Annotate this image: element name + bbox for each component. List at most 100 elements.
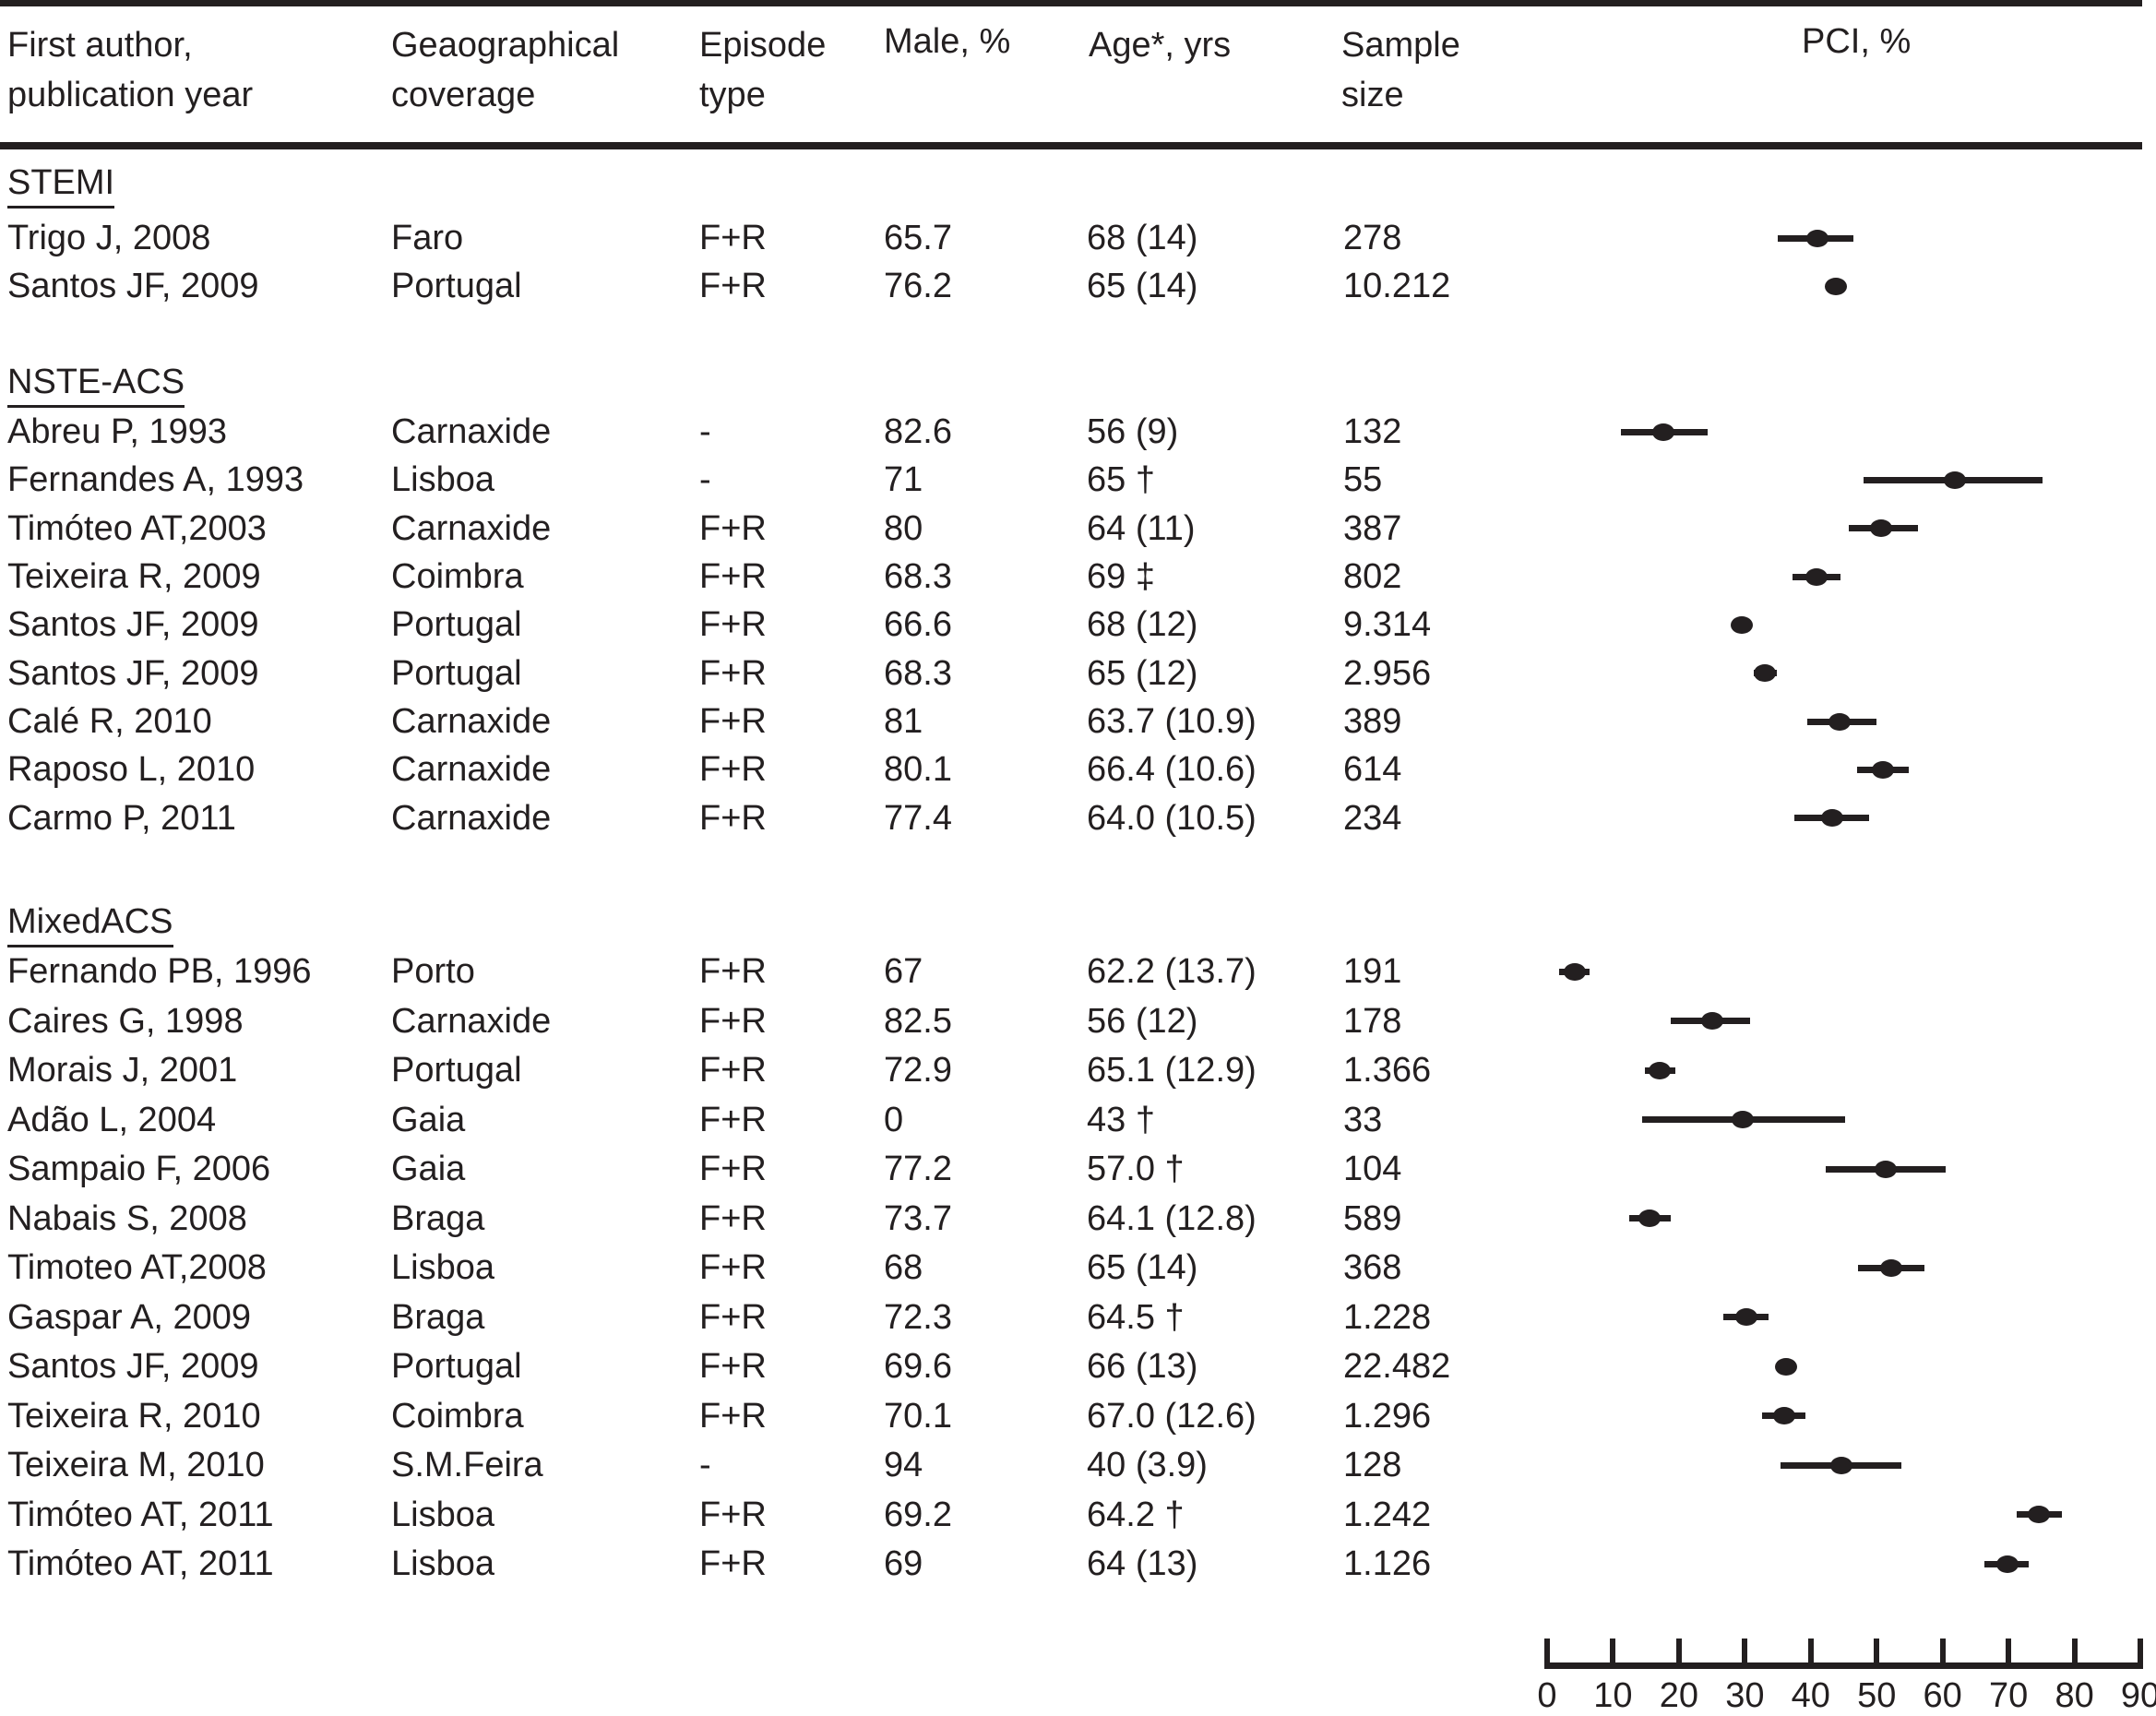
- axis-tick-label: 50: [1857, 1676, 1897, 1715]
- male-cell: 94: [884, 1446, 923, 1484]
- point-marker: [2028, 1506, 2051, 1523]
- author-cell: Fernando PB, 1996: [7, 952, 312, 991]
- coverage-cell: Lisboa: [391, 1544, 494, 1583]
- point-marker: [1821, 809, 1844, 828]
- axis-tick: [1610, 1639, 1616, 1662]
- point-marker: [1732, 1111, 1755, 1128]
- male-cell: 82.5: [884, 1001, 952, 1041]
- coverage-cell: Lisboa: [391, 1495, 494, 1534]
- column-header-author: First author, publication year: [7, 20, 253, 120]
- age-cell: 64.0 (10.5): [1087, 798, 1257, 838]
- point-marker: [1735, 1308, 1758, 1326]
- coverage-cell: Lisboa: [391, 1248, 494, 1287]
- episode-cell: F+R: [699, 508, 767, 548]
- sample-cell: 9.314: [1343, 605, 1432, 645]
- author-cell: Fernandes A, 1993: [7, 460, 304, 500]
- coverage-cell: Coimbra: [391, 557, 524, 596]
- author-cell: Santos JF, 2009: [7, 605, 259, 645]
- author-cell: Santos JF, 2009: [7, 653, 259, 693]
- episode-cell: F+R: [699, 798, 767, 838]
- episode-cell: F+R: [699, 605, 767, 645]
- episode-cell: F+R: [699, 1495, 767, 1534]
- axis-line: [1544, 1662, 2144, 1669]
- male-cell: 69.2: [884, 1495, 952, 1534]
- male-cell: 72.3: [884, 1297, 952, 1337]
- age-cell: 65 (14): [1087, 267, 1198, 305]
- sample-cell: 1.228: [1343, 1297, 1432, 1337]
- age-cell: 65 (14): [1087, 1248, 1198, 1287]
- author-cell: Sampaio F, 2006: [7, 1150, 271, 1188]
- author-cell: Trigo J, 2008: [7, 219, 211, 257]
- age-cell: 67.0 (12.6): [1087, 1396, 1257, 1436]
- episode-cell: -: [699, 460, 711, 500]
- age-cell: 63.7 (10.9): [1087, 702, 1257, 741]
- axis-tick-label: 80: [2055, 1676, 2094, 1715]
- episode-cell: F+R: [699, 702, 767, 741]
- author-cell: Morais J, 2001: [7, 1051, 238, 1090]
- coverage-cell: Lisboa: [391, 460, 494, 500]
- male-cell: 80.1: [884, 750, 952, 790]
- point-marker: [1871, 760, 1894, 779]
- sample-cell: 10.212: [1343, 267, 1451, 305]
- sample-cell: 191: [1343, 952, 1402, 991]
- author-cell: Teixeira M, 2010: [7, 1446, 265, 1484]
- coverage-cell: Carnaxide: [391, 798, 552, 838]
- sample-cell: 2.956: [1343, 653, 1432, 693]
- coverage-cell: Portugal: [391, 1051, 522, 1090]
- episode-cell: F+R: [699, 653, 767, 693]
- axis-tick-label: 70: [1989, 1676, 2029, 1715]
- axis-tick-label: 30: [1725, 1676, 1765, 1715]
- male-cell: 69.6: [884, 1347, 952, 1386]
- coverage-cell: Coimbra: [391, 1396, 524, 1436]
- author-cell: Adão L, 2004: [7, 1100, 217, 1139]
- sample-cell: 55: [1343, 460, 1383, 500]
- sample-cell: 368: [1343, 1248, 1402, 1287]
- sample-cell: 387: [1343, 508, 1402, 548]
- age-cell: 64 (11): [1087, 508, 1196, 548]
- coverage-cell: Portugal: [391, 653, 522, 693]
- sample-cell: 128: [1343, 1446, 1402, 1484]
- episode-cell: F+R: [699, 1347, 767, 1386]
- point-marker: [1775, 1357, 1798, 1376]
- age-cell: 43 †: [1087, 1100, 1155, 1139]
- point-marker: [1773, 1407, 1796, 1424]
- author-cell: Timóteo AT,2003: [7, 508, 267, 548]
- author-cell: Nabais S, 2008: [7, 1198, 247, 1238]
- axis-tick: [1675, 1639, 1682, 1662]
- age-cell: 62.2 (13.7): [1087, 952, 1257, 991]
- male-cell: 73.7: [884, 1198, 952, 1238]
- coverage-cell: S.M.Feira: [391, 1446, 543, 1484]
- age-cell: 64.5 †: [1087, 1297, 1185, 1337]
- axis-tick: [1807, 1639, 1814, 1662]
- axis-tick-label: 90: [2120, 1676, 2156, 1715]
- point-marker: [1830, 1456, 1853, 1474]
- age-cell: 65 †: [1087, 460, 1155, 500]
- male-cell: 72.9: [884, 1051, 952, 1090]
- male-cell: 70.1: [884, 1396, 952, 1436]
- episode-cell: F+R: [699, 1544, 767, 1583]
- point-marker: [1879, 1258, 1902, 1277]
- author-cell: Santos JF, 2009: [7, 267, 259, 305]
- coverage-cell: Porto: [391, 952, 475, 991]
- age-cell: 56 (9): [1087, 412, 1179, 451]
- header-separator-rule: [0, 142, 2142, 149]
- episode-cell: F+R: [699, 1396, 767, 1436]
- section-label: MixedACS: [7, 902, 173, 947]
- episode-cell: -: [699, 412, 711, 451]
- male-cell: 69: [884, 1544, 923, 1583]
- column-header-coverage-line2: coverage: [391, 76, 536, 114]
- male-cell: 82.6: [884, 412, 952, 451]
- age-cell: 65 (12): [1087, 653, 1198, 693]
- age-cell: 57.0 †: [1087, 1150, 1185, 1188]
- coverage-cell: Carnaxide: [391, 508, 552, 548]
- coverage-cell: Faro: [391, 219, 464, 257]
- axis-tick-label: 10: [1593, 1676, 1633, 1715]
- column-header-episode-line1: Episode: [699, 26, 827, 65]
- episode-cell: F+R: [699, 750, 767, 790]
- age-cell: 69 ‡: [1087, 557, 1155, 596]
- point-marker: [1995, 1555, 2019, 1573]
- axis-tick-label: 20: [1659, 1676, 1699, 1715]
- axis-tick: [1742, 1639, 1748, 1662]
- male-cell: 77.4: [884, 798, 952, 838]
